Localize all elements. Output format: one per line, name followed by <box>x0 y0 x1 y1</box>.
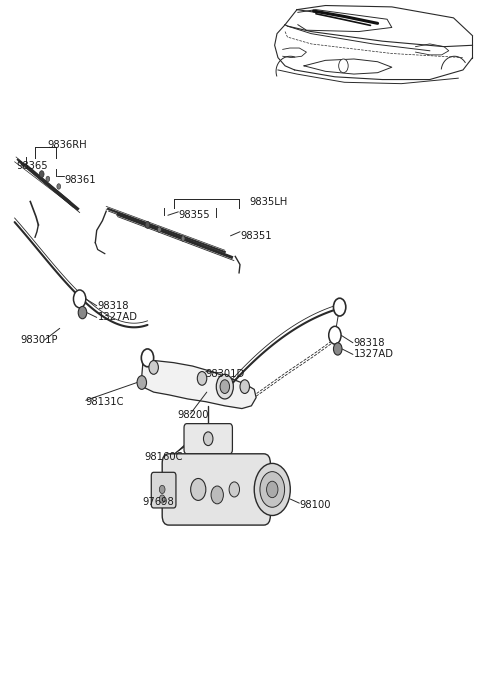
Circle shape <box>159 495 165 503</box>
Circle shape <box>197 372 207 386</box>
Text: 9836RH: 9836RH <box>48 140 87 150</box>
Text: 98100: 98100 <box>300 500 331 509</box>
Circle shape <box>191 478 206 500</box>
Text: 98200: 98200 <box>178 410 209 420</box>
Circle shape <box>78 306 87 319</box>
Circle shape <box>211 486 223 504</box>
Circle shape <box>339 59 348 73</box>
Text: 98365: 98365 <box>16 161 48 171</box>
FancyBboxPatch shape <box>151 473 176 508</box>
Circle shape <box>260 472 285 507</box>
Circle shape <box>137 376 146 389</box>
Circle shape <box>334 343 342 355</box>
Circle shape <box>73 290 86 307</box>
Circle shape <box>266 481 278 498</box>
Circle shape <box>216 375 233 399</box>
Circle shape <box>329 326 341 344</box>
Circle shape <box>220 380 229 393</box>
Circle shape <box>39 171 44 178</box>
Circle shape <box>57 184 60 189</box>
Text: 98361: 98361 <box>64 175 96 184</box>
Text: 98301P: 98301P <box>21 335 58 345</box>
Circle shape <box>240 380 250 393</box>
Text: 9835LH: 9835LH <box>250 196 288 207</box>
Circle shape <box>149 361 158 375</box>
Text: 98131C: 98131C <box>86 397 124 407</box>
Polygon shape <box>141 361 256 408</box>
Circle shape <box>157 227 161 232</box>
Text: 98160C: 98160C <box>144 451 183 462</box>
Circle shape <box>46 176 50 182</box>
Text: 98301D: 98301D <box>206 369 245 379</box>
Text: 98351: 98351 <box>240 231 272 241</box>
Circle shape <box>334 299 346 316</box>
Text: 98318: 98318 <box>354 338 385 348</box>
Text: 1327AD: 1327AD <box>354 350 394 359</box>
Text: 1327AD: 1327AD <box>97 312 138 323</box>
Text: 98355: 98355 <box>179 210 210 220</box>
Circle shape <box>181 236 185 241</box>
Text: 98318: 98318 <box>97 301 129 311</box>
Circle shape <box>254 464 290 515</box>
Text: 97698: 97698 <box>143 497 175 507</box>
Circle shape <box>229 482 240 497</box>
Circle shape <box>141 349 154 367</box>
FancyBboxPatch shape <box>162 454 270 525</box>
Circle shape <box>159 485 165 493</box>
Circle shape <box>145 221 150 228</box>
Circle shape <box>204 432 213 446</box>
FancyBboxPatch shape <box>184 424 232 454</box>
